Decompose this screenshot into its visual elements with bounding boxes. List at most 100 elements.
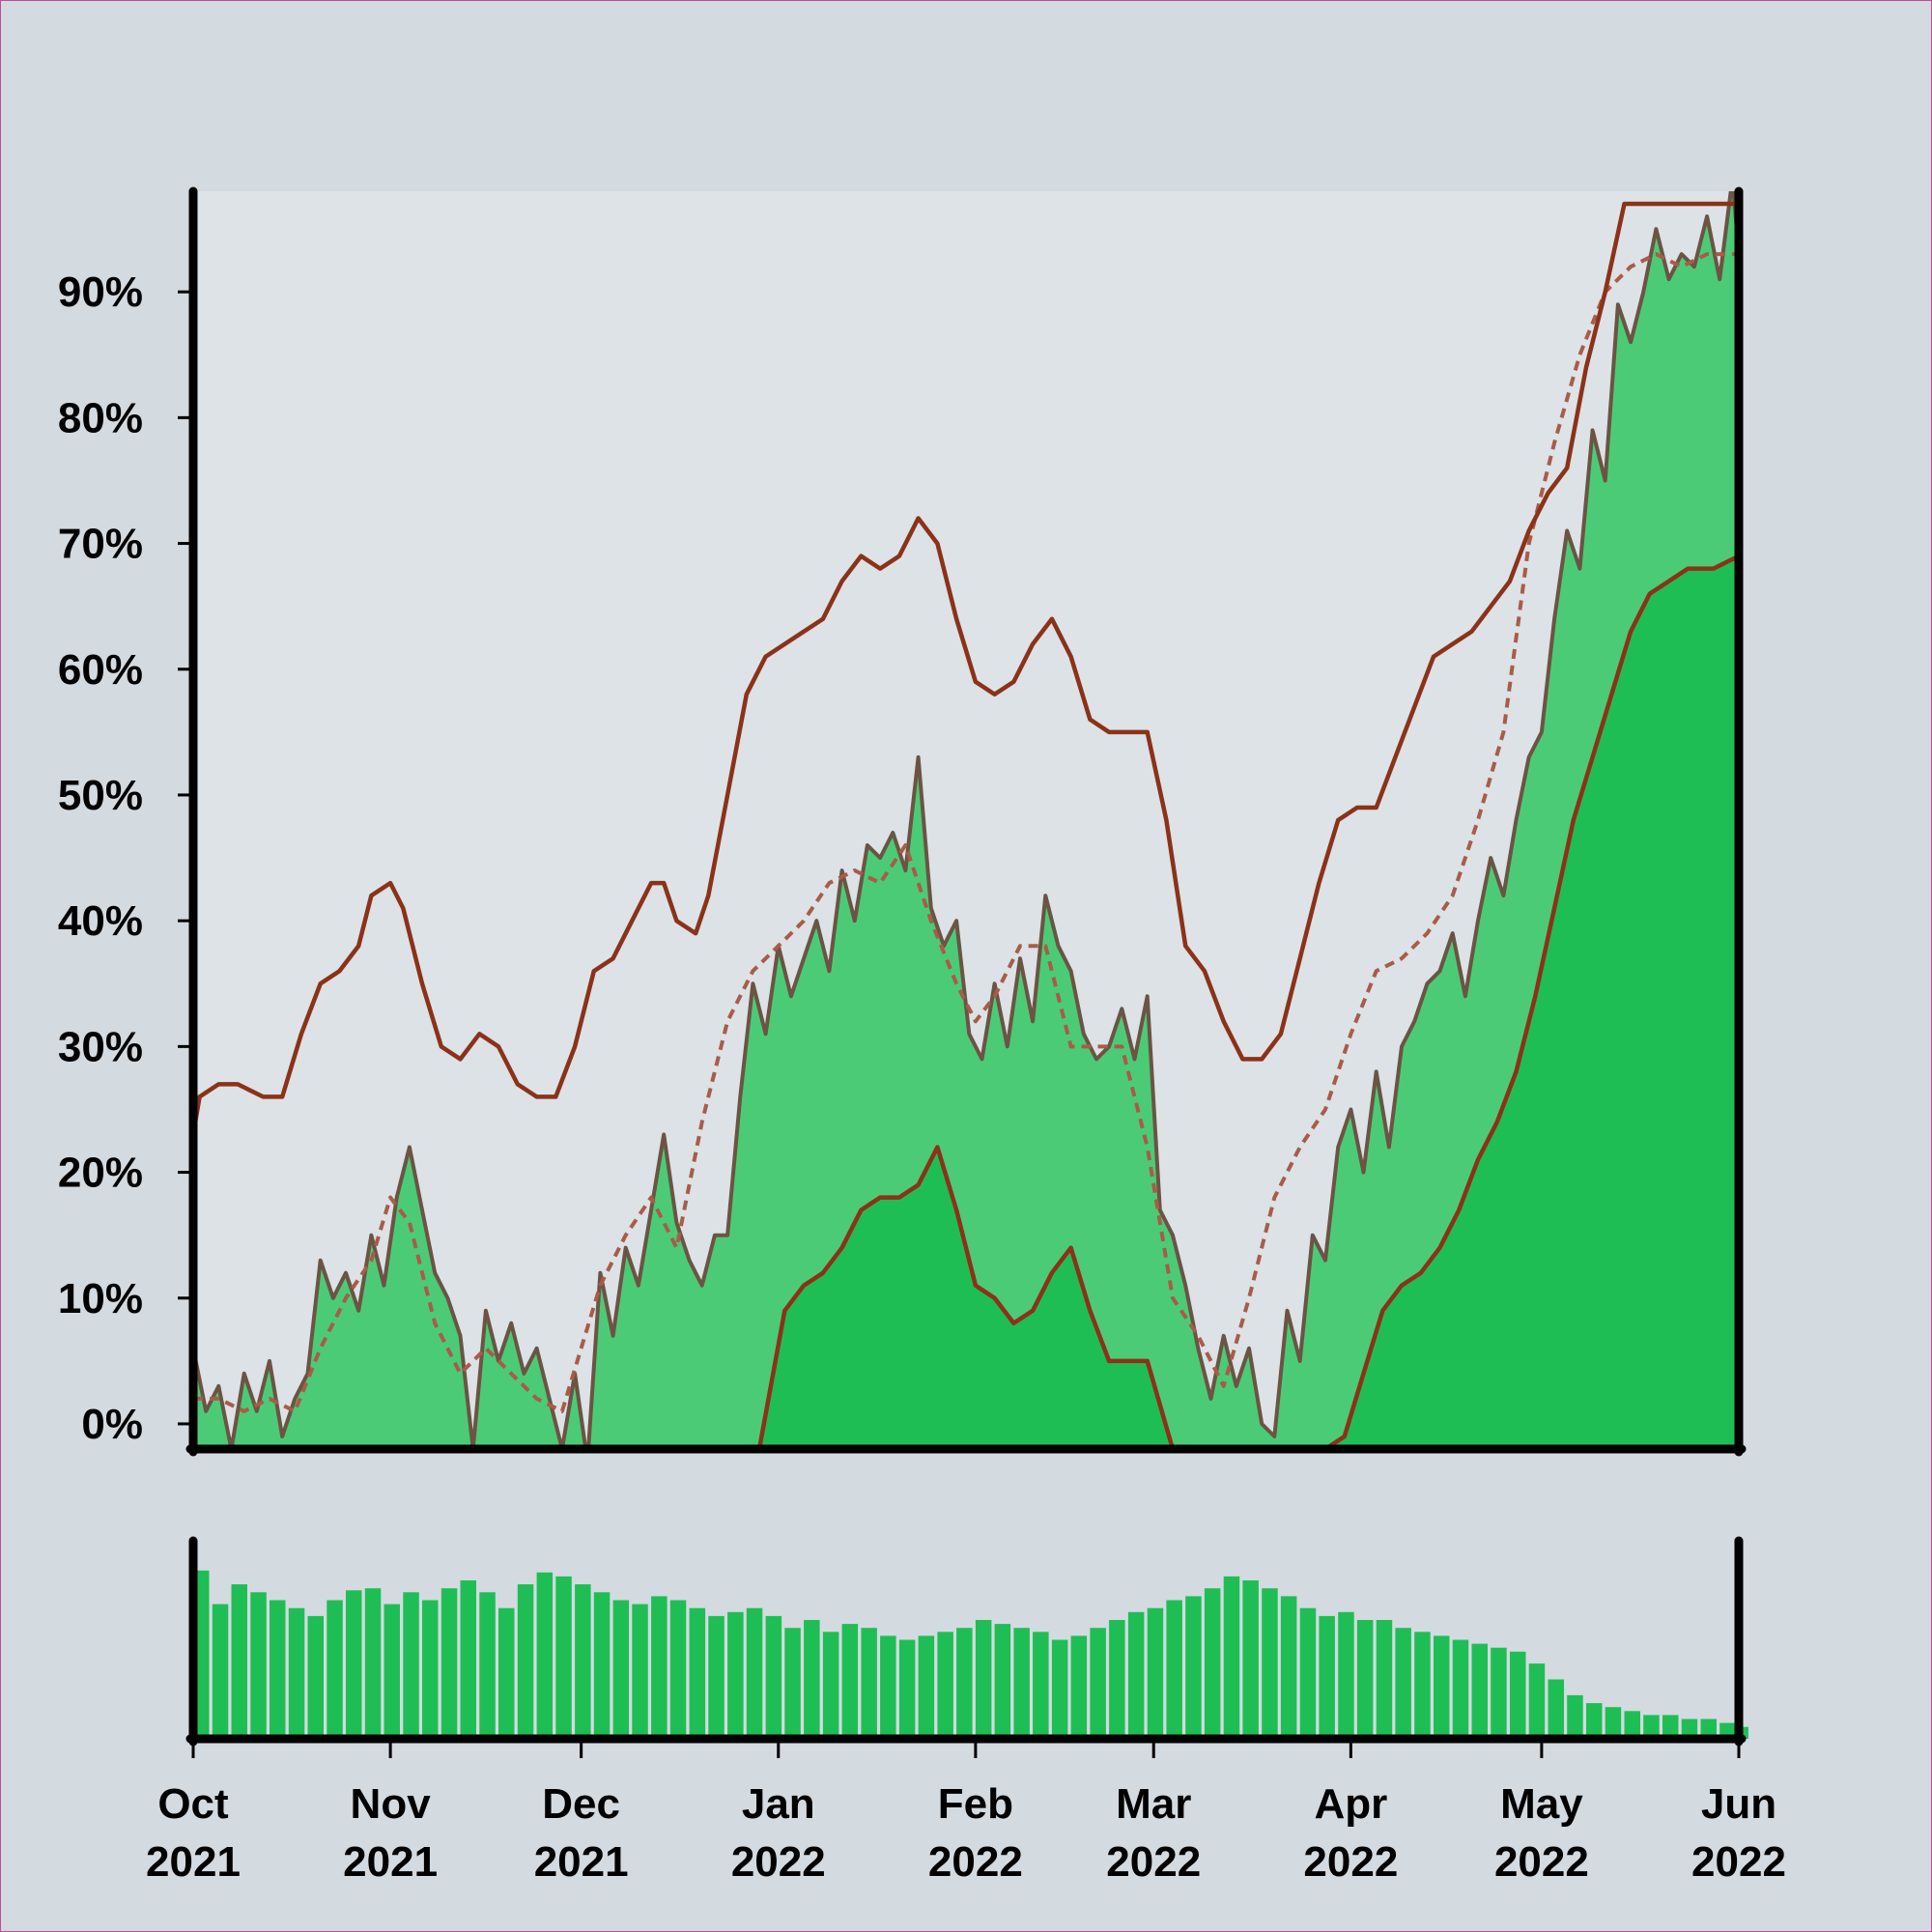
volume-bar — [1452, 1639, 1469, 1739]
volume-bar — [536, 1572, 554, 1739]
y-tick-label: 0% — [81, 1401, 143, 1448]
x-tick-label-month: Mar — [1116, 1780, 1191, 1828]
volume-bar — [1338, 1611, 1354, 1739]
volume-bar — [555, 1576, 572, 1739]
volume-bar — [1090, 1628, 1106, 1739]
volume-bar — [1127, 1611, 1145, 1739]
lower-bound-area — [759, 555, 1739, 1449]
y-tick-label: 50% — [58, 772, 143, 819]
volume-bar — [1567, 1694, 1583, 1739]
volume-bar — [1147, 1607, 1164, 1739]
volume-bar — [975, 1620, 992, 1739]
volume-bar — [1528, 1663, 1546, 1739]
x-tick-label-year: 2022 — [1494, 1838, 1589, 1886]
upper-bound-line — [193, 201, 1739, 1135]
volume-bar — [804, 1620, 820, 1739]
volume-bar — [727, 1611, 744, 1739]
x-tick-label-month: Apr — [1314, 1780, 1387, 1828]
x-tick-label-month: Jun — [1701, 1780, 1776, 1828]
volume-bar — [1319, 1615, 1335, 1739]
volume-bar — [1662, 1715, 1679, 1739]
y-tick-label: 80% — [58, 394, 143, 441]
volume-bar — [1109, 1620, 1125, 1739]
volume-bar — [1471, 1643, 1488, 1739]
volume-bar — [403, 1592, 419, 1739]
volume-bar — [498, 1607, 515, 1739]
volume-bar — [746, 1607, 763, 1739]
volume-bar — [1166, 1600, 1182, 1739]
volume-bar — [1070, 1635, 1088, 1739]
volume-plot-axes — [185, 1536, 1747, 1747]
volume-bar — [1510, 1651, 1526, 1739]
volume-bar — [307, 1615, 324, 1739]
volume-bar — [1414, 1632, 1431, 1739]
volume-bar — [1299, 1607, 1317, 1739]
y-tick-label: 70% — [58, 521, 143, 568]
x-tick-label-year: 2021 — [534, 1838, 629, 1886]
x-tick-label-year: 2022 — [1106, 1838, 1201, 1886]
volume-bar — [575, 1584, 591, 1739]
volume-bar — [440, 1588, 458, 1739]
volume-bar — [765, 1615, 782, 1739]
volume-bars — [193, 1570, 1748, 1740]
volume-bar — [994, 1624, 1011, 1739]
estimate-area — [193, 191, 1739, 1449]
volume-bar — [1605, 1707, 1622, 1739]
x-tick-label-month: Jan — [742, 1780, 815, 1828]
volume-bar — [1033, 1632, 1049, 1739]
volume-bar — [918, 1635, 935, 1739]
volume-bar — [1376, 1620, 1393, 1739]
volume-bar — [384, 1604, 400, 1739]
y-tick-label: 20% — [58, 1150, 143, 1197]
y-tick-label: 40% — [58, 897, 143, 945]
volume-bar — [1013, 1628, 1030, 1739]
raw-estimate-line — [193, 191, 1739, 1449]
volume-bar — [1051, 1639, 1068, 1739]
x-axis: Oct 2021 Nov 2021 Dec 2021 Jan 2022 Feb 2022 Mar 20… — [146, 1739, 1786, 1886]
volume-bar — [250, 1592, 267, 1739]
volume-bar — [1356, 1620, 1374, 1739]
volume-bar — [1624, 1711, 1640, 1739]
volume-bar — [1280, 1596, 1297, 1739]
volume-bar — [937, 1632, 953, 1739]
volume-bar — [822, 1632, 839, 1739]
y-axis: 0% 10% 20% 30% 40% 50% 60% 70% 80% 90% — [58, 269, 193, 1448]
volume-bar — [212, 1604, 229, 1739]
x-tick-label-month: Feb — [938, 1780, 1013, 1828]
volume-bar — [593, 1592, 611, 1739]
smoothed-trend-line — [193, 252, 1739, 1413]
x-tick-label-year: 2021 — [146, 1838, 241, 1886]
volume-bar — [460, 1580, 476, 1739]
volume-bar — [861, 1628, 877, 1739]
volume-bar — [1434, 1635, 1450, 1739]
volume-bar — [1491, 1647, 1507, 1739]
volume-bar — [1185, 1596, 1202, 1739]
x-tick-label-month: Nov — [351, 1780, 432, 1828]
volume-bar — [1242, 1580, 1259, 1739]
volume-bar — [1223, 1576, 1240, 1739]
volume-bar — [1262, 1588, 1278, 1739]
volume-bar — [346, 1590, 362, 1740]
x-tick-label-year: 2021 — [343, 1838, 438, 1886]
volume-bar — [288, 1607, 305, 1739]
volume-bar — [327, 1600, 343, 1739]
lower-bound-line — [756, 554, 1739, 1449]
volume-bar — [270, 1600, 286, 1739]
volume-bar — [689, 1607, 706, 1739]
volume-bar — [1548, 1679, 1564, 1739]
volume-bar — [708, 1615, 724, 1739]
x-tick-label-year: 2022 — [928, 1838, 1023, 1886]
volume-plot: Oct 2021 Nov 2021 Dec 2021 Jan 2022 Feb 2022 Mar 20… — [146, 1536, 1786, 1886]
volume-bar — [1204, 1588, 1221, 1739]
volume-bar — [898, 1639, 916, 1739]
main-plot-axes — [185, 186, 1747, 1457]
volume-bar — [784, 1628, 801, 1739]
volume-bar — [1643, 1715, 1660, 1739]
volume-bar — [422, 1600, 439, 1739]
volume-bar — [231, 1584, 247, 1739]
volume-bar — [364, 1588, 382, 1739]
x-tick-label-year: 2022 — [1303, 1838, 1398, 1886]
x-tick-label-year: 2022 — [731, 1838, 826, 1886]
volume-bar — [1700, 1719, 1717, 1739]
